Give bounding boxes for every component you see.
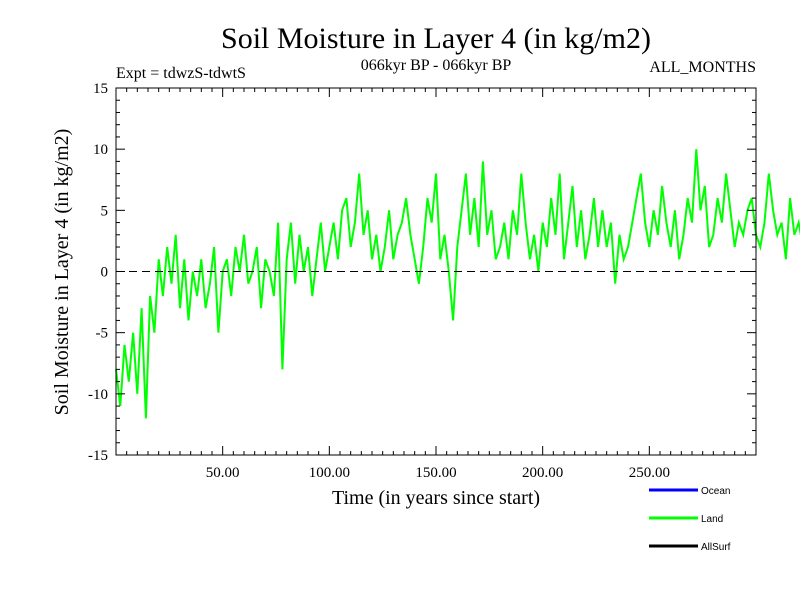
legend: Ocean Land AllSurf: [649, 486, 731, 553]
x-tick-label: 250.00: [629, 465, 670, 481]
y-tick-label: 15: [93, 81, 108, 97]
legend-label-allsurf: AllSurf: [701, 542, 731, 553]
y-tick-label: 5: [101, 203, 109, 219]
y-axis-label: Soil Moisture in Layer 4 (in kg/m2): [51, 129, 73, 416]
legend-label-land: Land: [701, 514, 723, 525]
y-tick-label: -5: [96, 326, 109, 342]
y-tick-label: 10: [93, 142, 108, 158]
chart-title: Soil Moisture in Layer 4 (in kg/m2): [221, 22, 651, 55]
months-label: ALL_MONTHS: [649, 59, 756, 76]
legend-label-ocean: Ocean: [701, 486, 730, 497]
period-label: 066kyr BP - 066kyr BP: [361, 57, 512, 74]
x-tick-label: 100.00: [309, 465, 350, 481]
y-tick-label: -15: [88, 448, 108, 464]
x-tick-label: 50.00: [206, 465, 240, 481]
x-tick-label: 200.00: [522, 465, 563, 481]
expt-label: Expt = tdwzS-tdwtS: [116, 65, 246, 82]
y-tick-label: -10: [88, 387, 108, 403]
x-tick-label: 150.00: [415, 465, 456, 481]
plot-area: 50.00 100.00 150.00 200.00 250.00 -15 -10 -5 0 5 1…: [88, 81, 800, 481]
series-line-land: [115, 149, 800, 419]
x-axis-label: Time (in years since start): [332, 487, 540, 509]
y-tick-label: 0: [101, 265, 109, 281]
